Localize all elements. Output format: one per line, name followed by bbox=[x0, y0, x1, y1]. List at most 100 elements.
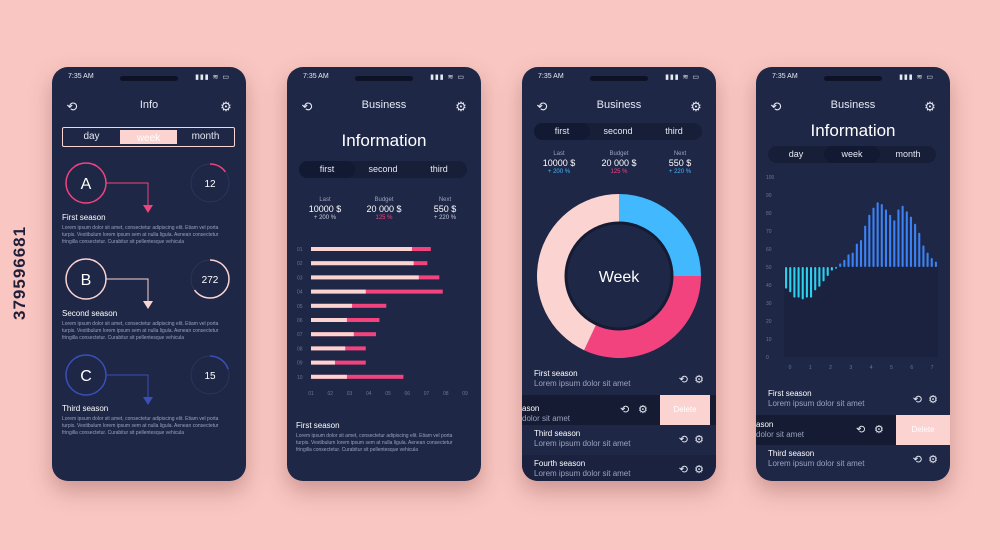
segment-tabs: first second third bbox=[299, 161, 467, 178]
x-tick-label: 04 bbox=[366, 391, 372, 397]
tab-third[interactable]: third bbox=[665, 126, 683, 136]
tab-first[interactable]: first bbox=[534, 123, 590, 140]
stat-pct: + 220 % bbox=[433, 215, 457, 221]
list-item-subtitle: Lorem ipsum dolor sit amet bbox=[768, 399, 865, 408]
y-tick-label: 40 bbox=[766, 283, 772, 289]
bar-series-1 bbox=[311, 374, 347, 379]
column-bar bbox=[810, 267, 813, 298]
gear-icon[interactable]: ⚙ bbox=[694, 374, 704, 386]
bar-series-2 bbox=[311, 360, 366, 365]
letter-label: C bbox=[80, 368, 92, 385]
tab-second[interactable]: second bbox=[368, 164, 398, 174]
stat-label: Budget bbox=[609, 151, 629, 157]
gear-icon[interactable]: ⚙ bbox=[928, 394, 938, 406]
list-item[interactable]: First season Lorem ipsum dolor sit amet … bbox=[522, 365, 716, 395]
column-bar bbox=[851, 252, 854, 267]
stat-label: Next bbox=[673, 151, 687, 157]
column-bar bbox=[876, 202, 879, 267]
list-item-title: First season bbox=[768, 389, 812, 398]
status-time: 7:35 AM bbox=[538, 73, 564, 80]
list-item-title: ason bbox=[522, 404, 540, 413]
column-bar bbox=[818, 267, 821, 287]
progress-ring bbox=[190, 163, 230, 203]
gear-icon[interactable]: ⚙ bbox=[924, 99, 936, 114]
category-label: 06 bbox=[297, 318, 303, 324]
gear-icon[interactable]: ⚙ bbox=[928, 454, 938, 466]
gear-icon[interactable]: ⚙ bbox=[455, 99, 467, 114]
bar-series-1 bbox=[311, 303, 353, 308]
category-label: 05 bbox=[297, 304, 303, 310]
gear-icon[interactable]: ⚙ bbox=[638, 404, 648, 416]
gear-icon[interactable]: ⚙ bbox=[874, 424, 884, 436]
history-icon[interactable]: ⟲ bbox=[678, 374, 688, 386]
bar-series-1 bbox=[311, 275, 419, 280]
category-label: 09 bbox=[297, 361, 303, 367]
x-tick-label: 05 bbox=[385, 391, 391, 397]
progress-ring bbox=[190, 355, 230, 395]
arrow-down-icon bbox=[143, 301, 153, 309]
y-tick-label: 90 bbox=[766, 193, 772, 199]
list-item[interactable]: Third season Lorem ipsum dolor sit amet … bbox=[756, 445, 950, 475]
tab-day[interactable]: day bbox=[788, 149, 804, 159]
list-item-swiped[interactable]: ason dolor sit amet ⟲ ⚙ Delete bbox=[522, 395, 716, 425]
signal-wifi-battery-icon: ▮▮▮ ≋ ▭ bbox=[899, 74, 934, 81]
list-item-subtitle: Lorem ipsum dolor sit amet bbox=[534, 469, 631, 478]
signal-wifi-battery-icon: ▮▮▮ ≋ ▭ bbox=[430, 74, 465, 81]
x-tick-label: 08 bbox=[443, 391, 449, 397]
list-item[interactable]: First season Lorem ipsum dolor sit amet … bbox=[756, 385, 950, 415]
list-item[interactable]: Third season Lorem ipsum dolor sit amet … bbox=[522, 425, 716, 455]
delete-button[interactable]: Delete bbox=[896, 415, 950, 445]
column-bar bbox=[839, 263, 842, 267]
list-item[interactable]: Fourth season Lorem ipsum dolor sit amet… bbox=[522, 455, 716, 481]
history-icon[interactable]: ⟲ bbox=[912, 394, 922, 406]
history-icon[interactable]: ⟲ bbox=[66, 99, 78, 114]
list-item-swiped[interactable]: ason dolor sit amet ⟲ ⚙ Delete bbox=[756, 415, 950, 445]
stat-value: 20 000 $ bbox=[366, 204, 402, 214]
history-icon[interactable]: ⟲ bbox=[536, 99, 548, 114]
history-icon[interactable]: ⟲ bbox=[856, 424, 866, 436]
season-desc-c: Lorem ipsum dolor sit amet, consectetur … bbox=[62, 416, 219, 436]
history-icon[interactable]: ⟲ bbox=[770, 99, 782, 114]
list-item-title: First season bbox=[534, 369, 578, 378]
season-label-c: Third season bbox=[62, 404, 109, 413]
x-tick-label: 5 bbox=[890, 365, 893, 371]
x-tick-label: 0 bbox=[789, 365, 792, 371]
history-icon[interactable]: ⟲ bbox=[912, 454, 922, 466]
tab-week[interactable]: week bbox=[824, 146, 880, 163]
category-label: 03 bbox=[297, 275, 303, 281]
gear-icon[interactable]: ⚙ bbox=[694, 434, 704, 446]
gear-icon[interactable]: ⚙ bbox=[694, 464, 704, 476]
x-tick-label: 01 bbox=[308, 391, 314, 397]
notch bbox=[590, 76, 648, 81]
x-tick-label: 09 bbox=[462, 391, 468, 397]
stat-pct: 125 % bbox=[375, 215, 393, 221]
gear-icon[interactable]: ⚙ bbox=[220, 99, 232, 114]
tab-month[interactable]: month bbox=[191, 131, 220, 142]
gear-icon[interactable]: ⚙ bbox=[690, 99, 702, 114]
tab-third[interactable]: third bbox=[430, 164, 448, 174]
history-icon[interactable]: ⟲ bbox=[301, 99, 313, 114]
history-icon[interactable]: ⟲ bbox=[678, 434, 688, 446]
stat-label: Next bbox=[438, 197, 452, 203]
phone-business-bars: 7:35 AM ▮▮▮ ≋ ▭ ⟲ Business ⚙ Information… bbox=[287, 67, 481, 481]
season-label: First season bbox=[296, 421, 340, 430]
y-tick-label: 30 bbox=[766, 301, 772, 307]
bar-series-1 bbox=[311, 261, 414, 266]
lower-band bbox=[784, 267, 938, 357]
history-icon[interactable]: ⟲ bbox=[620, 404, 630, 416]
column-bar bbox=[889, 214, 892, 267]
tab-second[interactable]: second bbox=[603, 126, 633, 136]
category-label: 04 bbox=[297, 290, 303, 296]
tab-week[interactable]: week bbox=[120, 130, 177, 144]
tab-first[interactable]: first bbox=[299, 161, 355, 178]
history-icon[interactable]: ⟲ bbox=[678, 464, 688, 476]
letter-label: B bbox=[81, 272, 92, 289]
x-tick-label: 03 bbox=[347, 391, 353, 397]
notch bbox=[355, 76, 413, 81]
tab-month[interactable]: month bbox=[895, 149, 921, 159]
delete-button[interactable]: Delete bbox=[660, 395, 710, 425]
tab-day[interactable]: day bbox=[83, 131, 100, 142]
stat-label: Budget bbox=[374, 197, 394, 203]
column-bar bbox=[922, 245, 925, 267]
arrow-down-icon bbox=[143, 205, 153, 213]
